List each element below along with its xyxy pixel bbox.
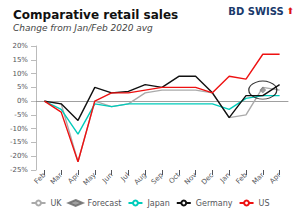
svg-text:10%: 10% <box>12 70 28 78</box>
svg-text:UK: UK <box>51 199 63 208</box>
svg-text:Jul: Jul <box>119 171 131 183</box>
svg-text:Germany: Germany <box>196 199 233 208</box>
svg-text:May: May <box>82 171 98 187</box>
svg-text:Jun: Jun <box>100 171 114 185</box>
svg-text:⬆: ⬆ <box>284 6 294 16</box>
svg-text:Japan: Japan <box>146 199 169 208</box>
svg-text:Feb: Feb <box>234 171 249 186</box>
svg-text:20%: 20% <box>12 42 28 50</box>
svg-text:-20%: -20% <box>10 152 28 160</box>
svg-text:Dec: Dec <box>200 171 215 186</box>
svg-text:Apr: Apr <box>268 171 282 185</box>
svg-text:Nov: Nov <box>183 171 198 186</box>
svg-text:SWISS: SWISS <box>244 6 283 17</box>
svg-text:Feb: Feb <box>33 171 48 186</box>
svg-text:5%: 5% <box>17 83 28 91</box>
svg-text:US: US <box>259 199 270 208</box>
svg-text:0%: 0% <box>17 97 28 105</box>
svg-text:Sep: Sep <box>150 171 165 186</box>
svg-text:Change from Jan/Feb 2020 avg: Change from Jan/Feb 2020 avg <box>13 23 153 33</box>
svg-text:-15%: -15% <box>10 138 28 146</box>
svg-text:Mar: Mar <box>49 171 64 186</box>
svg-text:Jan: Jan <box>218 171 232 185</box>
svg-text:Oct: Oct <box>167 171 181 185</box>
svg-text:-25%: -25% <box>10 166 28 174</box>
svg-text:Aug: Aug <box>133 171 148 186</box>
svg-text:Forecast: Forecast <box>88 199 122 208</box>
svg-text:15%: 15% <box>12 56 28 64</box>
svg-text:-10%: -10% <box>10 125 28 133</box>
svg-text:Apr: Apr <box>67 171 81 185</box>
svg-text:-5%: -5% <box>14 111 28 119</box>
svg-text:Comparative retail sales: Comparative retail sales <box>13 8 178 22</box>
svg-text:Mar: Mar <box>251 171 266 186</box>
svg-text:BD: BD <box>228 6 244 17</box>
